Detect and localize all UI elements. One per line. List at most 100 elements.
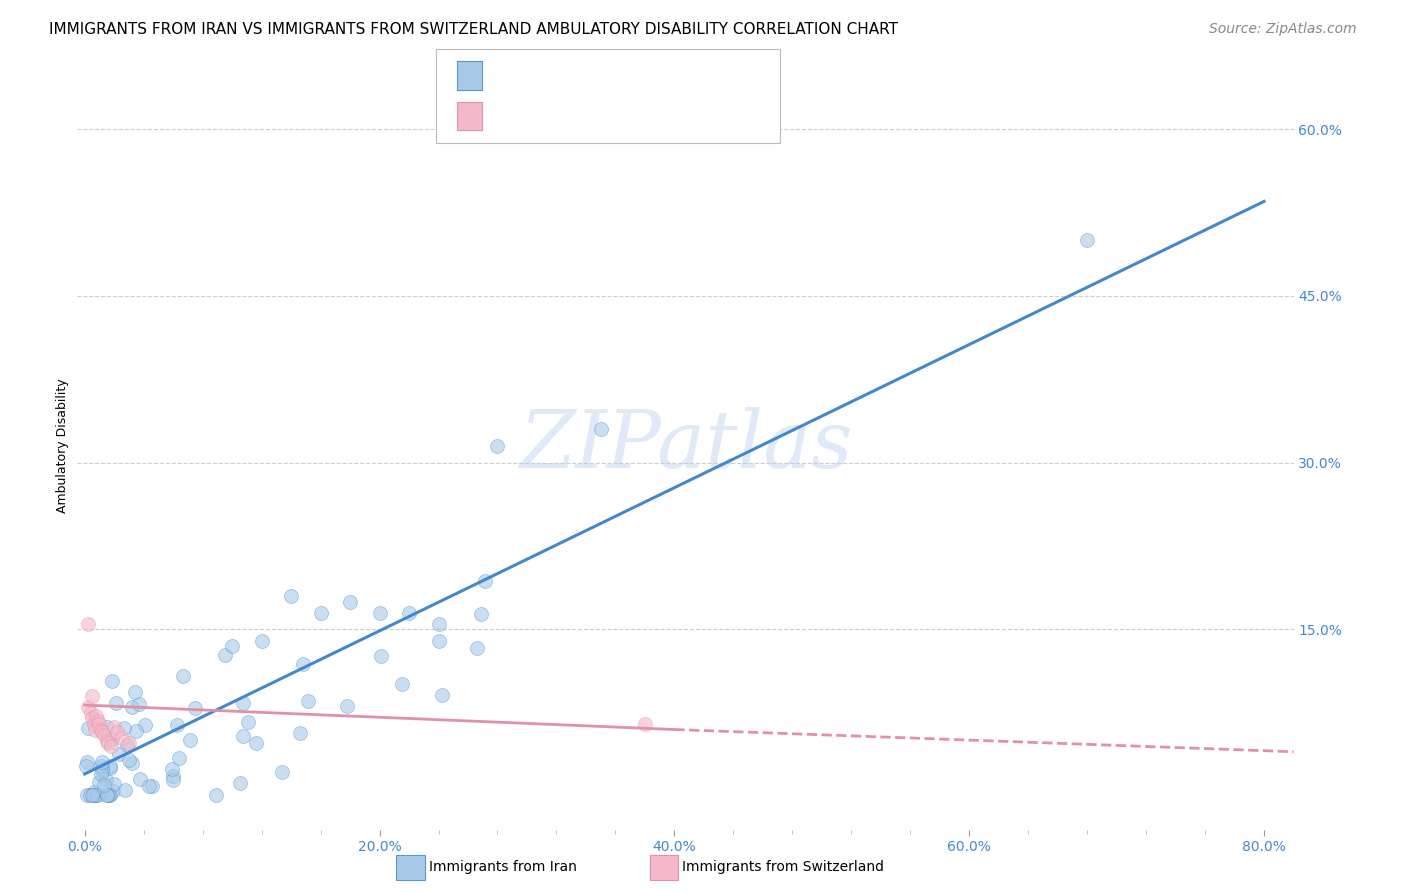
Point — [76, 700, 98, 714]
Point — [162, 769, 184, 783]
Point — [91, 761, 114, 775]
Point — [86, 788, 108, 802]
Point — [90, 763, 112, 777]
Point — [97, 736, 120, 750]
Point — [89, 717, 111, 731]
Point — [228, 775, 250, 789]
Point — [245, 736, 267, 750]
Point — [90, 767, 112, 781]
Point — [76, 721, 98, 735]
Point — [98, 759, 121, 773]
Point — [105, 696, 128, 710]
Point — [232, 697, 254, 711]
Point — [84, 788, 107, 802]
Point — [103, 720, 125, 734]
Point — [87, 775, 110, 789]
Point — [370, 649, 392, 664]
Point — [214, 648, 236, 662]
Point — [204, 788, 226, 802]
Point — [430, 688, 453, 702]
Point — [427, 633, 450, 648]
Point — [79, 788, 101, 802]
Point — [86, 788, 108, 802]
Point — [115, 738, 138, 752]
Point — [96, 720, 118, 734]
Point — [160, 762, 183, 776]
Point — [121, 756, 143, 771]
Point — [1076, 233, 1098, 247]
Point — [138, 779, 160, 793]
Point — [589, 422, 612, 436]
Text: Immigrants from Switzerland: Immigrants from Switzerland — [682, 860, 884, 874]
Point — [280, 589, 302, 603]
Text: 85: 85 — [626, 66, 647, 81]
Point — [80, 788, 103, 802]
Point — [336, 698, 359, 713]
Point — [90, 758, 112, 772]
Point — [94, 773, 117, 788]
Text: ZIPatlas: ZIPatlas — [519, 408, 852, 484]
Point — [75, 758, 97, 772]
Text: 0.838: 0.838 — [527, 66, 575, 81]
Point — [250, 633, 273, 648]
Point — [97, 788, 120, 802]
Point — [91, 724, 114, 739]
Point — [105, 724, 128, 739]
Point — [117, 753, 139, 767]
Point — [80, 711, 103, 725]
Point — [297, 694, 319, 708]
Point — [398, 606, 420, 620]
Point — [128, 698, 150, 712]
Point — [184, 700, 207, 714]
Point — [470, 607, 492, 622]
Point — [124, 685, 146, 699]
Point — [76, 788, 98, 802]
Point — [162, 772, 184, 787]
Point — [107, 747, 129, 761]
Point — [76, 616, 98, 631]
Point — [474, 574, 496, 589]
Point — [114, 783, 136, 797]
Point — [465, 641, 488, 656]
Point — [110, 731, 132, 746]
Text: 21: 21 — [626, 107, 647, 122]
Point — [292, 657, 315, 672]
Point — [93, 778, 115, 792]
Point — [80, 689, 103, 703]
Point — [101, 674, 124, 689]
Point — [97, 788, 120, 802]
Point — [103, 777, 125, 791]
Point — [368, 606, 391, 620]
Point — [96, 733, 118, 747]
Text: Source: ZipAtlas.com: Source: ZipAtlas.com — [1209, 22, 1357, 37]
Point — [391, 677, 413, 691]
Text: N =: N = — [591, 66, 624, 81]
Point — [98, 788, 121, 802]
Point — [270, 764, 292, 779]
Point — [232, 730, 254, 744]
Point — [141, 779, 163, 793]
Point — [339, 594, 361, 608]
Point — [100, 739, 122, 754]
Point — [83, 785, 105, 799]
Point — [134, 718, 156, 732]
Point — [76, 755, 98, 769]
Point — [129, 772, 152, 787]
Point — [101, 731, 124, 746]
Point — [288, 725, 311, 739]
Point — [98, 761, 121, 775]
Text: R =: R = — [491, 66, 524, 81]
Point — [172, 669, 194, 683]
Point — [84, 723, 107, 737]
Point — [121, 700, 143, 714]
Point — [96, 788, 118, 802]
Point — [221, 639, 243, 653]
Point — [86, 709, 108, 723]
Point — [309, 606, 332, 620]
Text: N =: N = — [591, 107, 624, 122]
Point — [83, 788, 105, 802]
Point — [96, 788, 118, 802]
Point — [82, 788, 104, 802]
Point — [90, 723, 112, 737]
Point — [103, 783, 125, 797]
